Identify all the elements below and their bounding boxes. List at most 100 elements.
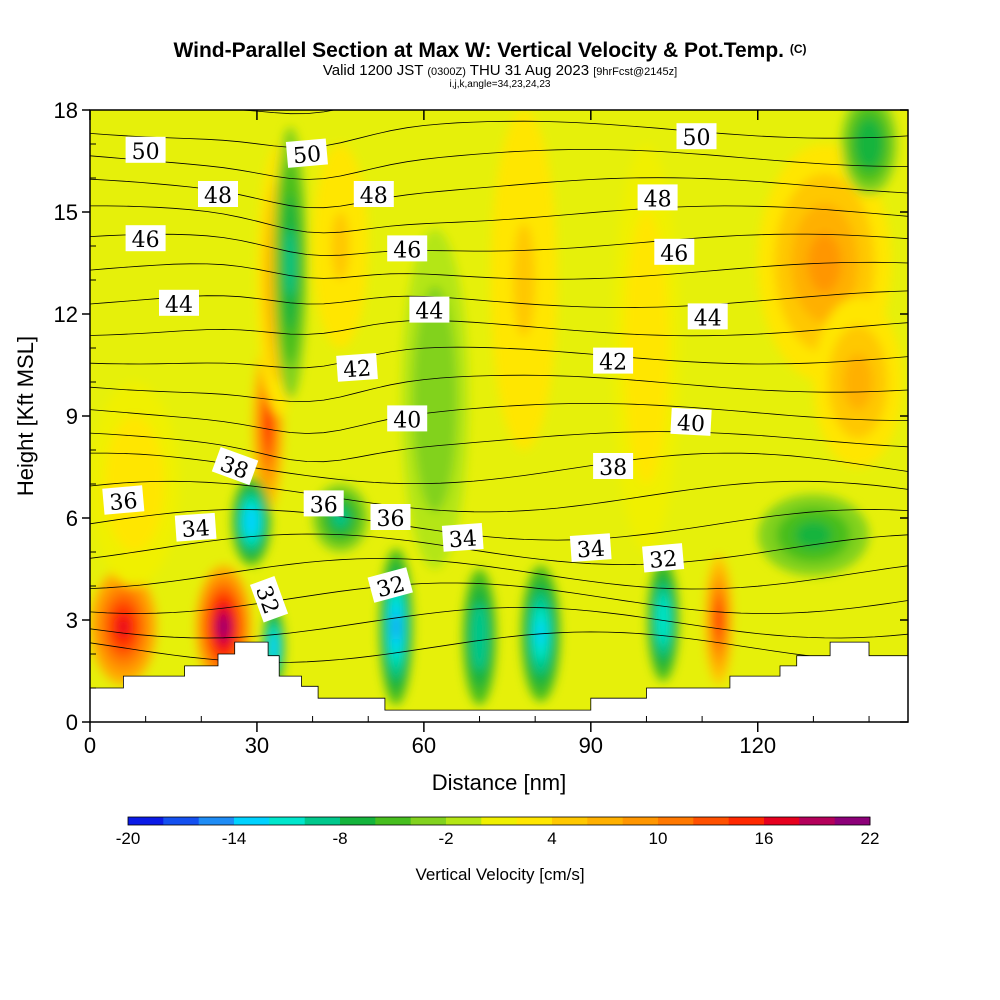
contour-label-6: 46 [125,225,166,253]
x-tick-label: 60 [412,733,436,758]
theta-contour-41 [90,374,908,403]
theta-contour-47 [90,205,908,234]
velocity-cell-0-5 [117,617,129,637]
y-tick-label: 0 [66,710,78,735]
colorbar-swatch-17 [728,817,765,825]
contour-label-8: 46 [654,238,695,267]
terrain-mask [90,641,908,722]
colorbar-tick-label: -2 [438,829,453,848]
contour-label-text: 36 [310,493,338,518]
velocity-cell-2-5 [265,412,271,441]
contour-label-10: 44 [409,296,450,325]
colorbar-swatch-20 [834,817,871,825]
contour-label-bg [367,567,413,603]
contour-label-4: 48 [353,181,394,209]
theta-contours [90,110,908,663]
colorbar-swatch-5 [304,817,341,825]
chart-subtitle: Valid 1200 JST (0300Z) THU 31 Aug 2023 [… [323,62,677,79]
colorbar-tick-label: -20 [116,829,141,848]
contour-label-18: 36 [102,485,145,516]
contour-label-bg [125,136,166,163]
contour-label-5: 48 [637,184,678,212]
contour-label-text: 46 [660,242,688,267]
velocity-cell-1-7 [220,619,228,635]
colorbar-swatch-3 [234,817,270,825]
colorbar-swatch-1 [163,817,200,825]
contour-label-text: 50 [132,140,160,165]
contour-label-3: 48 [198,181,238,209]
contour-label-text: 40 [676,411,705,437]
theta-contour-43 [90,319,908,337]
contour-label-text: 48 [204,184,232,209]
colorbar-tick-label: 4 [547,829,556,848]
contour-label-11: 44 [687,303,728,331]
contour-label-bg [409,296,450,323]
theta-contour-44 [90,290,908,308]
velocity-cell-11-5 [716,609,722,631]
chart-title: Wind-Parallel Section at Max W: Vertical… [173,39,806,62]
contour-label-text: 48 [644,187,672,212]
contour-label-text: 38 [599,456,627,481]
contour-label-bg [249,576,289,623]
colorbar-swatch-19 [799,817,836,825]
y-tick-label: 6 [66,506,78,531]
contour-label-15: 40 [670,407,712,438]
colorbar-swatch-15 [658,817,694,825]
colorbar: -20 -14 -8 -2 4 10 16 22 [116,816,879,848]
x-axis-label: Distance [nm] [432,770,567,795]
contour-label-bg [593,347,634,374]
velocity-cell-7-5 [393,613,399,640]
colorbar-swatch-14 [622,817,659,825]
colorbar-swatch-10 [481,817,518,825]
contour-label-text: 48 [360,184,388,209]
contour-label-text: 32 [648,547,678,574]
velocity-cell-20-2 [331,212,350,280]
contour-label-12: 42 [336,353,378,383]
contour-label-20: 36 [370,504,411,532]
contour-label-text: 42 [599,351,627,376]
contour-label-13: 42 [593,347,634,376]
colorbar-swatch-0 [128,817,164,825]
contour-label-25: 32 [367,567,413,603]
y-tick-label: 18 [54,98,78,123]
colorbar-swatch-2 [198,817,235,825]
theta-contour-50 [90,120,908,148]
contour-label-text: 50 [683,126,711,151]
contour-label-text: 42 [342,356,372,383]
velocity-cell-15-2 [512,223,536,337]
y-tick-label: 3 [66,608,78,633]
theta-contour-40 [90,402,908,434]
theta-contour-33 [90,582,908,614]
contour-label-text: 40 [393,408,421,433]
contour-label-text: 46 [393,238,421,263]
contour-label-1: 50 [285,138,328,169]
contour-label-bg [370,504,411,530]
velocity-cell-13-2 [843,353,873,411]
theta-contour-34 [90,558,908,590]
colorbar-tick-label: -14 [222,829,247,848]
x-tick-label: 0 [84,733,96,758]
velocity-cell-21-3 [862,131,877,157]
x-tick-label: 30 [245,733,269,758]
contour-label-text: 50 [292,142,322,169]
x-axis: 0 30 60 90 120 [84,110,870,758]
colorbar-swatch-6 [340,817,376,825]
theta-contour-35 [90,533,908,566]
colorbar-swatch-11 [516,817,553,825]
x-tick-label: 90 [579,733,603,758]
colorbar-swatch-9 [446,817,482,825]
velocity-cell-5-5 [271,640,276,654]
colorbar-swatch-4 [269,817,306,825]
contour-label-17: 38 [593,453,634,481]
contour-label-24: 32 [642,543,685,574]
velocity-cell-10-4 [660,607,667,633]
contour-label-21: 34 [174,512,217,543]
contour-label-bg [125,225,166,252]
velocity-cell-16-2 [635,280,658,416]
contour-label-bg [687,303,728,330]
colorbar-label: Vertical Velocity [cm/s] [415,865,584,884]
colorbar-tick-label: 16 [755,829,774,848]
